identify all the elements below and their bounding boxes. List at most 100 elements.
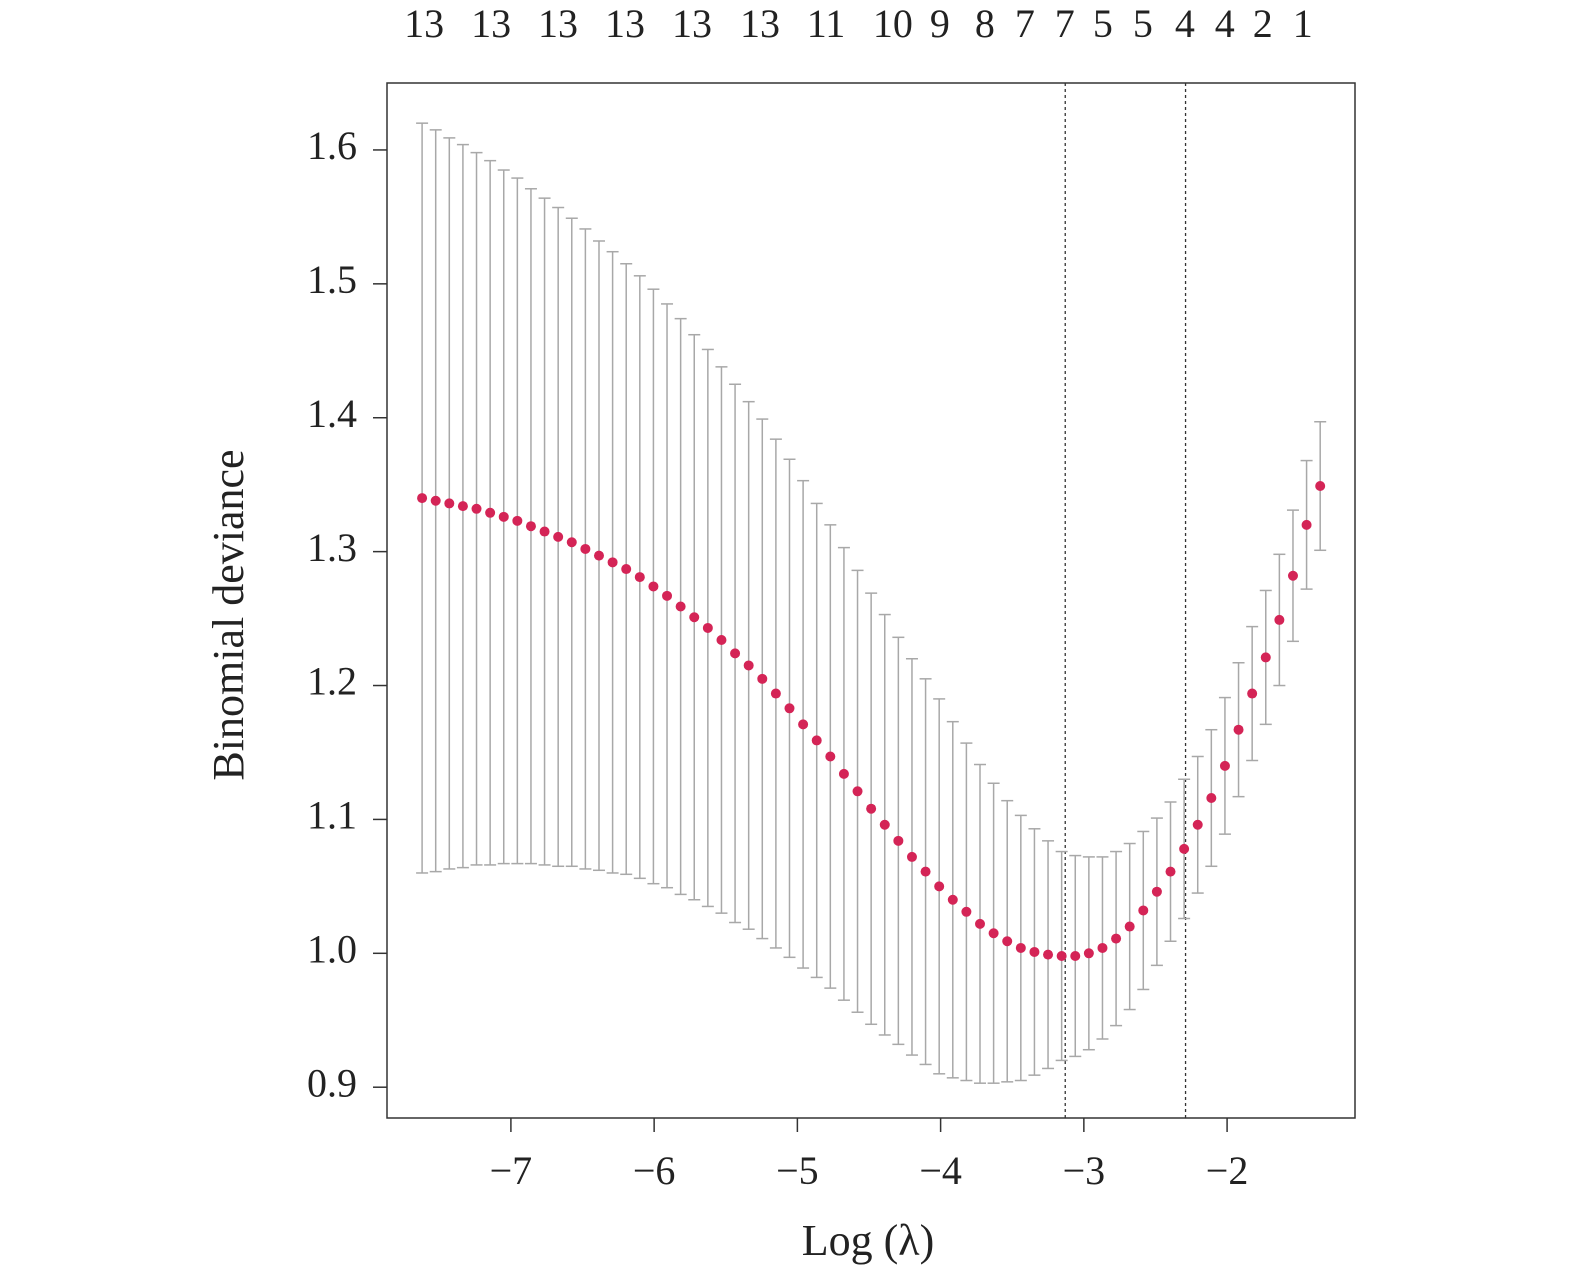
point xyxy=(1002,936,1013,947)
plot-frame xyxy=(386,82,1356,1119)
point xyxy=(1219,760,1230,771)
point xyxy=(607,557,618,568)
point xyxy=(1151,886,1162,897)
x-tick-label: −3 xyxy=(1063,1148,1106,1193)
point xyxy=(1070,950,1081,961)
point xyxy=(1247,688,1258,699)
point xyxy=(1165,866,1176,877)
point xyxy=(525,521,536,532)
point xyxy=(675,601,686,612)
point xyxy=(1206,792,1217,803)
point xyxy=(757,673,768,684)
top-count-label: 13 xyxy=(672,1,712,46)
top-count-label: 5 xyxy=(1093,1,1113,46)
point xyxy=(1029,946,1040,957)
point xyxy=(1274,614,1285,625)
point xyxy=(1015,942,1026,953)
point xyxy=(593,550,604,561)
point xyxy=(743,660,754,671)
point xyxy=(988,928,999,939)
point xyxy=(498,511,509,522)
top-count-label: 13 xyxy=(605,1,645,46)
point xyxy=(716,634,727,645)
point xyxy=(471,503,482,514)
point xyxy=(634,572,645,583)
point xyxy=(1138,905,1149,916)
point xyxy=(512,515,523,526)
y-tick-label: 1.1 xyxy=(307,793,357,838)
top-count-label: 4 xyxy=(1215,1,1235,46)
top-count-label: 7 xyxy=(1015,1,1035,46)
top-count-label: 13 xyxy=(404,1,444,46)
point xyxy=(906,851,917,862)
point xyxy=(1192,819,1203,830)
point xyxy=(975,918,986,929)
y-tick-label: 1.2 xyxy=(307,659,357,704)
point xyxy=(417,493,428,504)
point xyxy=(566,537,577,548)
point xyxy=(1083,948,1094,959)
point xyxy=(770,688,781,699)
top-count-label: 10 xyxy=(873,1,913,46)
y-axis-label: Binomial deviance xyxy=(204,449,253,780)
point xyxy=(1315,481,1326,492)
point xyxy=(1111,933,1122,944)
point xyxy=(430,495,441,506)
top-count-label: 13 xyxy=(740,1,780,46)
point xyxy=(1056,950,1067,961)
point xyxy=(580,543,591,554)
point xyxy=(784,703,795,714)
point xyxy=(866,803,877,814)
x-tick-label: −5 xyxy=(776,1148,819,1193)
point xyxy=(811,735,822,746)
point xyxy=(947,894,958,905)
point xyxy=(934,881,945,892)
point xyxy=(1124,921,1135,932)
point xyxy=(444,498,455,509)
y-tick-label: 1.0 xyxy=(307,926,357,971)
y-tick-label: 1.4 xyxy=(307,391,357,436)
point xyxy=(553,531,564,542)
point xyxy=(1043,949,1054,960)
point xyxy=(730,648,741,659)
point xyxy=(621,564,632,575)
point xyxy=(1260,652,1271,663)
point xyxy=(879,819,890,830)
y-tick-label: 1.3 xyxy=(307,525,357,570)
top-count-label: 1 xyxy=(1293,1,1313,46)
point xyxy=(961,906,972,917)
point xyxy=(539,526,550,537)
point xyxy=(689,612,700,623)
point xyxy=(1233,724,1244,735)
point xyxy=(457,501,468,512)
point xyxy=(825,751,836,762)
top-count-label: 5 xyxy=(1133,1,1153,46)
top-count-label: 13 xyxy=(538,1,578,46)
point xyxy=(1301,519,1312,530)
point xyxy=(702,622,713,633)
top-count-label: 9 xyxy=(930,1,950,46)
point xyxy=(662,590,673,601)
y-tick-label: 0.9 xyxy=(307,1060,357,1105)
point xyxy=(852,786,863,797)
top-count-label: 7 xyxy=(1055,1,1075,46)
point xyxy=(920,866,931,877)
x-tick-label: −2 xyxy=(1206,1148,1249,1193)
y-tick-label: 1.6 xyxy=(307,123,357,168)
point xyxy=(893,835,904,846)
x-tick-label: −7 xyxy=(490,1148,533,1193)
top-count-label: 4 xyxy=(1175,1,1195,46)
top-count-label: 11 xyxy=(807,1,846,46)
top-count-label: 8 xyxy=(975,1,995,46)
point xyxy=(648,581,659,592)
point xyxy=(798,719,809,730)
point xyxy=(1179,843,1190,854)
x-axis-label: Log (λ) xyxy=(802,1216,935,1265)
y-tick-label: 1.5 xyxy=(307,257,357,302)
point xyxy=(485,507,496,518)
top-count-label: 13 xyxy=(471,1,511,46)
point xyxy=(1097,942,1108,953)
point xyxy=(838,768,849,779)
x-tick-label: −6 xyxy=(633,1148,676,1193)
